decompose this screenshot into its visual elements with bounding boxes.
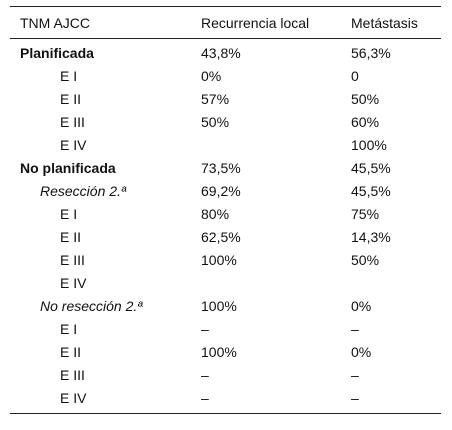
table-body: Planificada 43,8% 56,3% E I 0% 0 E II 57% 50% E I… <box>10 39 441 414</box>
header-metastasis: Metástasis <box>351 14 418 31</box>
local-recurrence-value: – <box>201 321 209 337</box>
metastasis-value: 0% <box>351 344 372 360</box>
row-label: E I <box>60 68 78 84</box>
local-recurrence-value: 57% <box>201 91 230 107</box>
table-row: E I – – <box>10 318 441 341</box>
row-label: E I <box>60 206 78 222</box>
row-label: E III <box>60 252 85 268</box>
recurrence-table-container: TNM AJCC Recurrencia local Metástasis Pl… <box>10 6 441 414</box>
table-row: E I 0% 0 <box>10 65 441 88</box>
row-label: No planificada <box>20 160 116 176</box>
row-label: E IV <box>60 390 87 406</box>
local-recurrence-value: 50% <box>201 114 230 130</box>
row-label: E IV <box>60 137 87 153</box>
table-row: E III 100% 50% <box>10 249 441 272</box>
local-recurrence-value: 0% <box>201 68 222 84</box>
table-row: E II 62,5% 14,3% <box>10 226 441 249</box>
metastasis-value: 50% <box>351 91 380 107</box>
metastasis-value: 60% <box>351 114 380 130</box>
header-row: TNM AJCC Recurrencia local Metástasis <box>10 6 441 39</box>
table-row: E III – – <box>10 364 441 387</box>
local-recurrence-value: 100% <box>201 298 237 314</box>
row-label: E II <box>60 91 82 107</box>
header-tnm-ajcc: TNM AJCC <box>20 14 90 31</box>
table-row: E II 57% 50% <box>10 88 441 111</box>
row-label: E III <box>60 114 85 130</box>
table-row: E IV – – <box>10 387 441 414</box>
table-row: Planificada 43,8% 56,3% <box>10 39 441 66</box>
metastasis-value: 45,5% <box>351 183 391 199</box>
metastasis-value: 0% <box>351 298 372 314</box>
table-row: No planificada 73,5% 45,5% <box>10 157 441 180</box>
table-row: E IV <box>10 272 441 295</box>
row-label: E I <box>60 321 78 337</box>
recurrence-table: TNM AJCC Recurrencia local Metástasis Pl… <box>10 6 441 414</box>
table-row: E II 100% 0% <box>10 341 441 364</box>
metastasis-value <box>341 272 441 295</box>
metastasis-value: 75% <box>351 206 380 222</box>
local-recurrence-value: 100% <box>201 344 237 360</box>
local-recurrence-value <box>191 134 341 157</box>
metastasis-value: 45,5% <box>351 160 391 176</box>
local-recurrence-value: 73,5% <box>201 160 241 176</box>
table-row: Resección 2.ª 69,2% 45,5% <box>10 180 441 203</box>
local-recurrence-value: 80% <box>201 206 230 222</box>
local-recurrence-value <box>191 272 341 295</box>
row-label: Resección 2.ª <box>40 183 127 199</box>
row-label: E II <box>60 344 82 360</box>
local-recurrence-value: – <box>201 390 209 406</box>
metastasis-value: – <box>351 390 359 406</box>
row-label: Planificada <box>20 45 94 61</box>
metastasis-value: – <box>351 321 359 337</box>
metastasis-value: 56,3% <box>351 45 391 61</box>
row-label: E IV <box>60 275 87 291</box>
table-header: TNM AJCC Recurrencia local Metástasis <box>10 6 441 39</box>
row-label: E III <box>60 367 85 383</box>
table-row: E III 50% 60% <box>10 111 441 134</box>
local-recurrence-value: 62,5% <box>201 229 241 245</box>
metastasis-value: 0 <box>351 68 359 84</box>
local-recurrence-value: 69,2% <box>201 183 241 199</box>
metastasis-value: – <box>351 367 359 383</box>
row-label: No resección 2.ª <box>40 298 143 314</box>
metastasis-value: 50% <box>351 252 380 268</box>
metastasis-value: 100% <box>351 137 387 153</box>
header-local-recurrence: Recurrencia local <box>201 14 310 31</box>
local-recurrence-value: 43,8% <box>201 45 241 61</box>
local-recurrence-value: – <box>201 367 209 383</box>
table-row: No resección 2.ª 100% 0% <box>10 295 441 318</box>
table-row: E I 80% 75% <box>10 203 441 226</box>
local-recurrence-value: 100% <box>201 252 237 268</box>
metastasis-value: 14,3% <box>351 229 391 245</box>
row-label: E II <box>60 229 82 245</box>
table-row: E IV 100% <box>10 134 441 157</box>
